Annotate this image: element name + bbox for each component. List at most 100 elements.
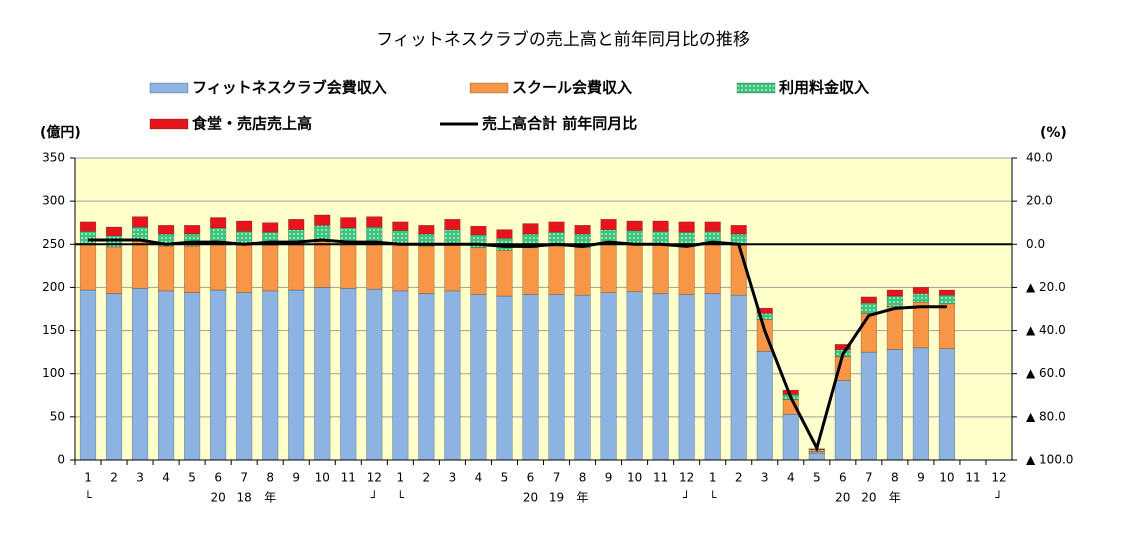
bar-segment bbox=[912, 293, 930, 303]
y2-tick-label: ▲ 40.0 bbox=[1026, 323, 1066, 337]
bar-segment bbox=[131, 216, 149, 228]
x-tick-label: 11 bbox=[653, 471, 668, 485]
x-tick-label: 3 bbox=[449, 471, 457, 485]
x-sublabel: └ bbox=[84, 490, 92, 505]
bar-segment bbox=[314, 238, 331, 288]
bar-segment bbox=[938, 348, 956, 461]
bar-segment bbox=[626, 230, 643, 244]
bar-segment bbox=[79, 221, 97, 232]
bar-segment bbox=[236, 292, 253, 461]
legend-label: スクール会費収入 bbox=[512, 79, 632, 97]
bar-segment bbox=[626, 220, 643, 231]
bar-segment bbox=[886, 289, 903, 297]
bar-segment bbox=[860, 296, 877, 304]
y2-tick-label: 40.0 bbox=[1026, 151, 1053, 165]
bar-segment bbox=[366, 240, 383, 290]
bar-segment bbox=[470, 294, 487, 461]
legend-label: フィットネスクラブ会費収入 bbox=[192, 79, 387, 97]
x-tick-label: 4 bbox=[162, 471, 170, 485]
bar-segment bbox=[418, 245, 435, 294]
y2-tick-label: ▲ 80.0 bbox=[1026, 409, 1066, 423]
y2-tick-label: 0.0 bbox=[1026, 237, 1045, 251]
bar-segment bbox=[262, 244, 279, 292]
bar-segment bbox=[444, 218, 461, 230]
bar-segment bbox=[860, 351, 877, 461]
x-sublabel: 18 bbox=[237, 491, 252, 505]
bar-segment bbox=[210, 289, 227, 461]
x-sublabel: 20 bbox=[211, 491, 226, 505]
bar-segment bbox=[470, 247, 487, 295]
chart-title: フィットネスクラブの売上高と前年同月比の推移 bbox=[376, 29, 750, 50]
bar-segment bbox=[157, 245, 175, 292]
x-tick-label: 8 bbox=[579, 471, 587, 485]
x-sublabel: └ bbox=[397, 490, 405, 505]
bar-segment bbox=[184, 245, 201, 293]
bar-segment bbox=[704, 221, 721, 232]
bar-segment bbox=[730, 225, 747, 235]
bar-segment bbox=[105, 293, 123, 461]
x-tick-label: 7 bbox=[240, 471, 248, 485]
x-tick-label: 7 bbox=[865, 471, 873, 485]
x-sublabel: 20 bbox=[835, 491, 850, 505]
bar-segment bbox=[678, 221, 695, 233]
bar-segment bbox=[938, 303, 956, 349]
bar-segment bbox=[626, 291, 643, 461]
y2-tick-label: ▲ 20.0 bbox=[1026, 280, 1066, 294]
bar-segment bbox=[131, 287, 149, 461]
bar-segment bbox=[600, 292, 617, 461]
legend-label: 利用料金収入 bbox=[779, 79, 869, 97]
x-tick-label: 12 bbox=[367, 471, 382, 485]
x-sublabel: 19 bbox=[549, 491, 564, 505]
bar-segment bbox=[157, 225, 175, 235]
bar-segment bbox=[418, 293, 435, 461]
bar-segment bbox=[548, 294, 565, 461]
bar-segment bbox=[470, 225, 487, 236]
bar-segment bbox=[912, 347, 930, 461]
legend-swatch bbox=[149, 118, 189, 130]
bar-segment bbox=[392, 230, 409, 244]
x-tick-label: 2 bbox=[423, 471, 431, 485]
x-sublabel: ┘ bbox=[994, 490, 1002, 505]
bar-segment bbox=[522, 223, 539, 235]
bar-segment bbox=[105, 246, 123, 294]
y2-tick-label: ▲ 100.0 bbox=[1026, 453, 1073, 467]
bar-segment bbox=[418, 225, 435, 235]
bar-segment bbox=[79, 289, 97, 461]
x-tick-label: 10 bbox=[627, 471, 642, 485]
bar-segment bbox=[444, 229, 461, 244]
x-sublabel: 年 bbox=[264, 491, 276, 505]
x-tick-label: 3 bbox=[136, 471, 144, 485]
bar-segment bbox=[860, 313, 877, 353]
legend-swatch bbox=[149, 82, 189, 94]
bar-segment bbox=[392, 290, 409, 461]
bar-segment bbox=[236, 220, 253, 232]
y-tick-label: 100 bbox=[42, 366, 65, 380]
x-tick-label: 9 bbox=[605, 471, 613, 485]
x-tick-label: 2 bbox=[735, 471, 743, 485]
bar-segment bbox=[496, 295, 513, 461]
bar-segment bbox=[340, 287, 357, 461]
x-tick-label: 10 bbox=[315, 471, 330, 485]
bar-segment bbox=[574, 225, 591, 235]
bar-segment bbox=[548, 245, 565, 295]
bar-segment bbox=[652, 220, 669, 232]
bar-segment bbox=[366, 216, 383, 228]
x-tick-label: 1 bbox=[709, 471, 717, 485]
x-tick-label: 11 bbox=[965, 471, 980, 485]
x-tick-label: 2 bbox=[110, 471, 118, 485]
bar-segment bbox=[548, 231, 565, 247]
bar-segment bbox=[496, 250, 513, 297]
bar-segment bbox=[288, 218, 305, 230]
bar-segment bbox=[105, 226, 123, 236]
bar-segment bbox=[314, 214, 331, 226]
x-tick-label: 12 bbox=[679, 471, 694, 485]
y-tick-label: 50 bbox=[50, 409, 65, 423]
bar-segment bbox=[860, 302, 877, 314]
legend-swatch bbox=[469, 82, 509, 94]
x-tick-label: 1 bbox=[397, 471, 405, 485]
bar-segment bbox=[522, 294, 539, 461]
x-tick-label: 7 bbox=[553, 471, 561, 485]
x-sublabel: 20 bbox=[523, 491, 538, 505]
x-tick-label: 1 bbox=[84, 471, 92, 485]
x-tick-label: 5 bbox=[188, 471, 196, 485]
